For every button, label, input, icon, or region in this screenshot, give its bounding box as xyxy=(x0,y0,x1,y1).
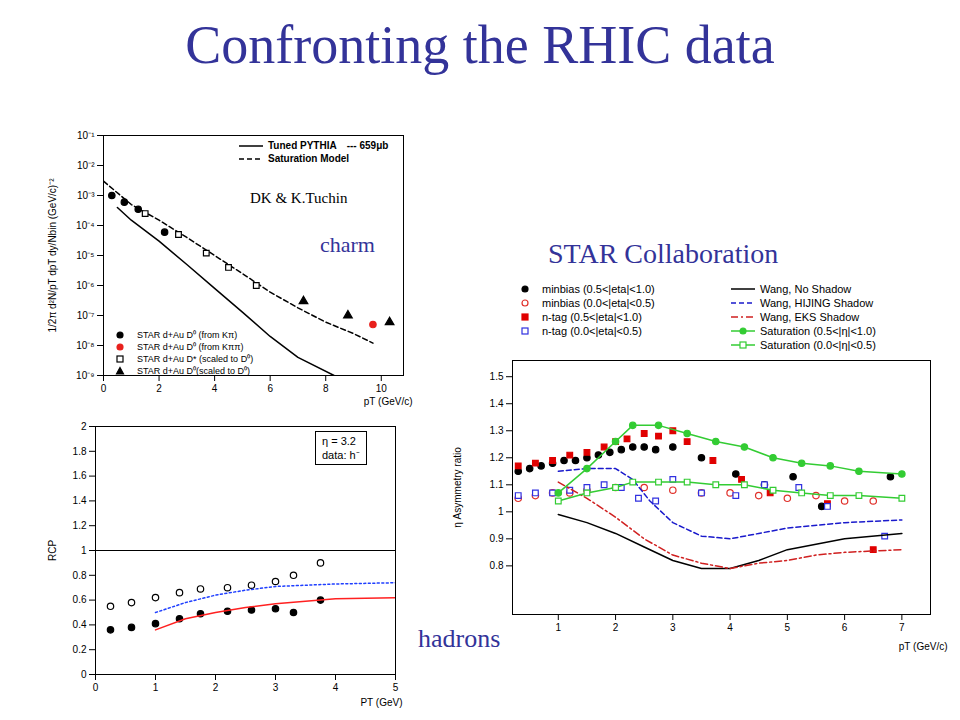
svg-text:0.2: 0.2 xyxy=(73,644,87,655)
svg-text:10⁻¹: 10⁻¹ xyxy=(77,130,95,141)
svg-text:1: 1 xyxy=(498,506,504,517)
svg-text:7: 7 xyxy=(899,622,905,633)
svg-text:10⁻⁹: 10⁻⁹ xyxy=(76,370,94,381)
svg-text:6: 6 xyxy=(267,383,273,394)
svg-text:2: 2 xyxy=(81,421,87,432)
svg-text:0.8: 0.8 xyxy=(73,570,87,581)
svg-text:0: 0 xyxy=(81,669,87,680)
html-text:Wang, No Shadow: Wang, No Shadow xyxy=(760,283,852,295)
svg-text:1.2: 1.2 xyxy=(490,452,504,463)
svg-text:10⁻⁶: 10⁻⁶ xyxy=(76,280,94,291)
svg-text:1.4: 1.4 xyxy=(73,495,87,506)
html-text:STAR d+Au D⁰ (from Kπ): STAR d+Au D⁰ (from Kπ) xyxy=(137,330,238,340)
svg-text:10⁻⁴: 10⁻⁴ xyxy=(76,220,94,231)
html-text:STAR Collaboration: STAR Collaboration xyxy=(548,238,779,269)
svg-text:5: 5 xyxy=(393,682,399,693)
svg-text:4: 4 xyxy=(333,682,339,693)
html-text:Tuned PYTHIA: Tuned PYTHIA xyxy=(268,140,337,151)
html-text:STAR d+Au D⁰(scaled to D⁰): STAR d+Au D⁰(scaled to D⁰) xyxy=(137,366,251,376)
svg-text:3: 3 xyxy=(670,622,676,633)
svg-text:1.4: 1.4 xyxy=(490,398,504,409)
svg-text:1.1: 1.1 xyxy=(490,479,504,490)
html-text:DK & K.Tuchin: DK & K.Tuchin xyxy=(250,190,348,206)
svg-text:0: 0 xyxy=(93,682,99,693)
html-text:Saturation (0.0<|η|<0.5): Saturation (0.0<|η|<0.5) xyxy=(760,339,876,351)
html-text:Wang, HIJING Shadow: Wang, HIJING Shadow xyxy=(760,297,874,309)
html-text:minbias (0.0<|eta|<0.5): minbias (0.0<|eta|<0.5) xyxy=(542,297,655,309)
html-text:Wang, EKS Shadow: Wang, EKS Shadow xyxy=(760,311,860,323)
svg-text:3: 3 xyxy=(273,682,279,693)
html-text:η = 3.2: η = 3.2 xyxy=(322,435,356,447)
svg-text:1.5: 1.5 xyxy=(490,371,504,382)
svg-text:RCP: RCP xyxy=(47,540,58,561)
svg-text:pT (GeV/c): pT (GeV/c) xyxy=(899,641,948,652)
svg-text:0.9: 0.9 xyxy=(490,533,504,544)
html-text:--- 659μb: --- 659μb xyxy=(346,140,389,151)
svg-text:1.6: 1.6 xyxy=(73,470,87,481)
svg-text:0.8: 0.8 xyxy=(490,560,504,571)
svg-text:η Asymmetry ratio: η Asymmetry ratio xyxy=(452,447,463,528)
svg-text:8: 8 xyxy=(323,383,329,394)
svg-text:2: 2 xyxy=(613,622,619,633)
html-text:hadrons: hadrons xyxy=(418,624,501,653)
html-text:STAR d+Au D⁰ (from Kππ): STAR d+Au D⁰ (from Kππ) xyxy=(137,342,244,352)
html-text:Saturation Model: Saturation Model xyxy=(268,153,350,164)
html-text:n-tag (0.0<|eta|<0.5): n-tag (0.0<|eta|<0.5) xyxy=(542,325,642,337)
html-text:Saturation (0.5<|η|<1.0): Saturation (0.5<|η|<1.0) xyxy=(760,325,876,337)
svg-text:6: 6 xyxy=(842,622,848,633)
svg-text:10⁻³: 10⁻³ xyxy=(77,190,95,201)
svg-text:2: 2 xyxy=(156,383,162,394)
html-text:data: h⁻: data: h⁻ xyxy=(322,449,360,461)
svg-text:2: 2 xyxy=(213,682,219,693)
svg-text:5: 5 xyxy=(785,622,791,633)
html-text:STAR d+Au D* (scaled to D⁰): STAR d+Au D* (scaled to D⁰) xyxy=(137,354,254,364)
svg-text:1.2: 1.2 xyxy=(73,520,87,531)
svg-text:1.3: 1.3 xyxy=(490,425,504,436)
html-text:minbias (0.5<|eta|<1.0): minbias (0.5<|eta|<1.0) xyxy=(542,283,655,295)
svg-text:10⁻⁷: 10⁻⁷ xyxy=(77,310,95,321)
html-text:charm: charm xyxy=(320,232,375,257)
svg-text:10⁻⁵: 10⁻⁵ xyxy=(76,250,94,261)
html-text:n-tag (0.5<|eta|<1.0): n-tag (0.5<|eta|<1.0) xyxy=(542,311,642,323)
svg-text:0: 0 xyxy=(101,383,107,394)
svg-text:1.8: 1.8 xyxy=(73,446,87,457)
svg-text:1: 1 xyxy=(556,622,562,633)
svg-text:10⁻²: 10⁻² xyxy=(77,160,95,171)
svg-text:pT (GeV/c): pT (GeV/c) xyxy=(364,396,413,407)
svg-text:10: 10 xyxy=(376,383,388,394)
svg-text:1: 1 xyxy=(81,545,87,556)
svg-text:1/2π d²N/pT dpT dy/Nbin (GeV/c: 1/2π d²N/pT dpT dy/Nbin (GeV/c)⁻² xyxy=(47,178,58,333)
svg-text:PT (GeV): PT (GeV) xyxy=(360,697,402,708)
svg-text:10⁻⁸: 10⁻⁸ xyxy=(76,340,94,351)
svg-text:1: 1 xyxy=(153,682,159,693)
html-text:Confronting the RHIC data: Confronting the RHIC data xyxy=(185,15,775,75)
svg-text:0.6: 0.6 xyxy=(73,594,87,605)
svg-text:4: 4 xyxy=(212,383,218,394)
svg-text:4: 4 xyxy=(727,622,733,633)
svg-text:0.4: 0.4 xyxy=(73,619,87,630)
